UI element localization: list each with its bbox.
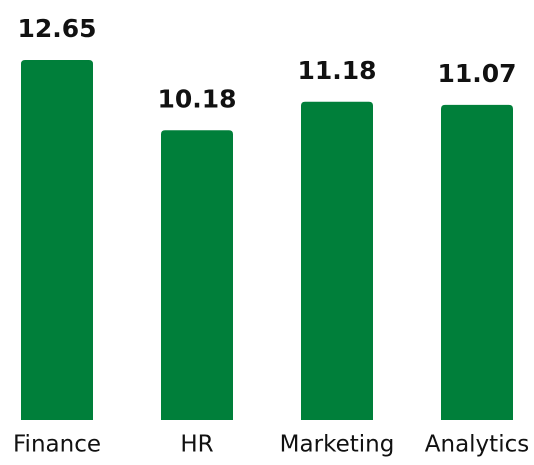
bar bbox=[301, 101, 373, 421]
bar bbox=[441, 104, 513, 420]
bar bbox=[21, 59, 93, 420]
x-tick-label: HR bbox=[180, 432, 213, 458]
value-label: 11.18 bbox=[297, 56, 376, 85]
x-tick-label: Marketing bbox=[280, 432, 395, 458]
value-label: 11.07 bbox=[437, 59, 516, 88]
x-tick-label: Finance bbox=[13, 432, 101, 458]
x-tick-label: Analytics bbox=[425, 432, 529, 458]
value-label: 12.65 bbox=[17, 14, 96, 43]
bar bbox=[161, 130, 233, 420]
value-label: 10.18 bbox=[157, 84, 236, 113]
